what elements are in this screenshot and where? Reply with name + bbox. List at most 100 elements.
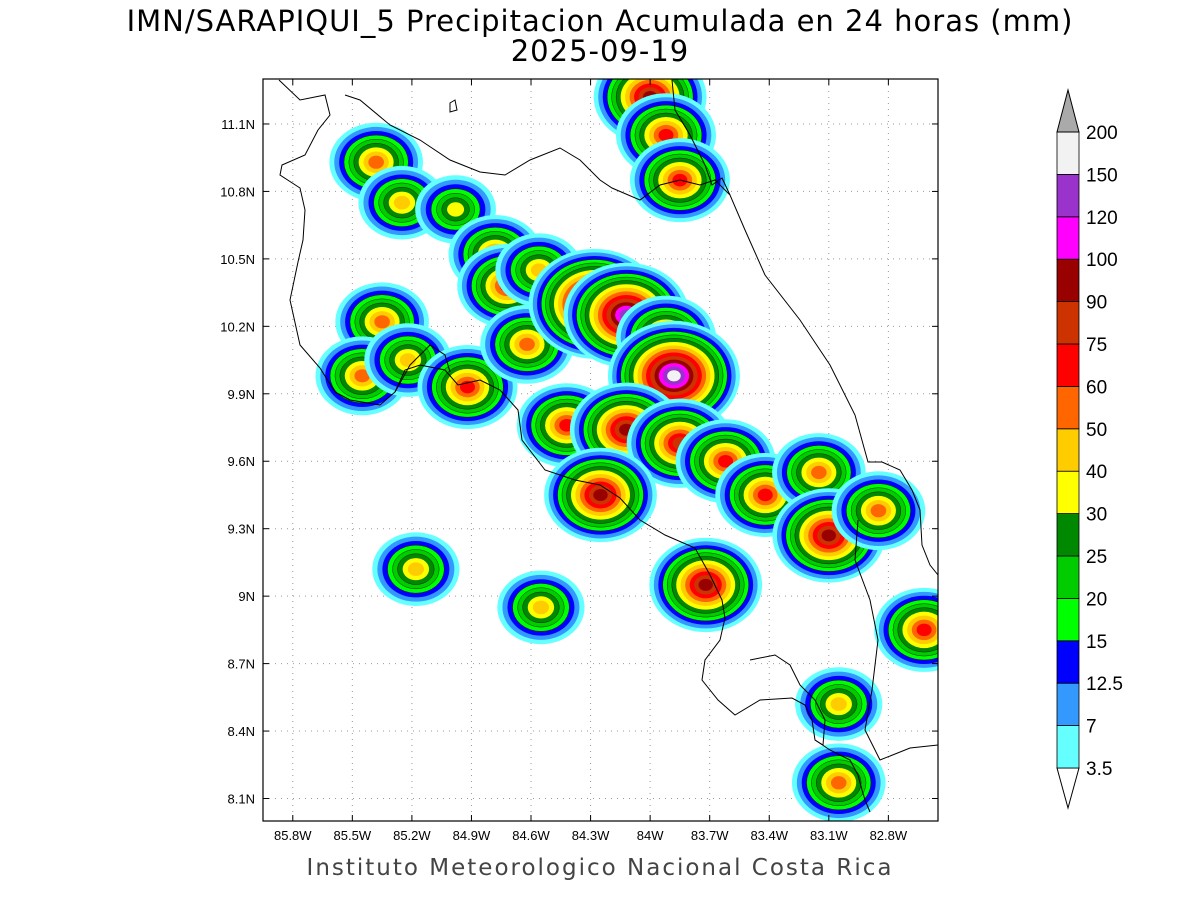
legend-swatch xyxy=(1056,343,1080,387)
precip-contour xyxy=(407,562,424,576)
legend-label: 12.5 xyxy=(1086,674,1123,695)
legend-label: 100 xyxy=(1086,250,1118,271)
legend-label: 20 xyxy=(1086,589,1107,610)
x-tick-label: 85.8W xyxy=(274,828,312,843)
legend-arrow-high xyxy=(1056,88,1080,133)
precip-cell xyxy=(480,304,574,384)
precip-contour xyxy=(916,623,932,637)
precip-cell xyxy=(874,587,938,672)
precipitation-field xyxy=(315,79,938,821)
precip-cell xyxy=(372,532,460,606)
legend-label: 15 xyxy=(1086,632,1107,653)
legend-label: 150 xyxy=(1086,165,1118,186)
precip-cell xyxy=(544,447,657,543)
legend-swatch xyxy=(1056,682,1080,727)
y-tick-label: 8.1N xyxy=(228,792,255,807)
precip-contour xyxy=(830,697,847,711)
precip-cell xyxy=(791,743,886,821)
legend-label: 50 xyxy=(1086,420,1107,441)
map-title: IMN/SARAPIQUI_5 Precipitacion Acumulada … xyxy=(126,4,1074,38)
y-tick-label: 8.4N xyxy=(228,724,255,739)
legend-arrow-low xyxy=(1056,767,1080,810)
legend-swatch xyxy=(1056,598,1080,642)
x-tick-label: 84.9W xyxy=(453,828,491,843)
legend-swatch xyxy=(1056,258,1080,303)
precip-contour xyxy=(757,488,773,502)
precip-contour xyxy=(667,370,681,382)
map-frame xyxy=(262,78,939,822)
legend-swatch xyxy=(1056,428,1080,472)
footer-credit: Instituto Meteorologico Nacional Costa R… xyxy=(306,855,894,881)
coastline xyxy=(278,79,871,813)
legend-swatch xyxy=(1056,640,1080,684)
x-tick-label: 85.2W xyxy=(393,828,431,843)
lake-islet xyxy=(449,99,458,113)
y-tick-label: 8.7N xyxy=(228,657,255,672)
x-tick-label: 85.5W xyxy=(334,828,372,843)
map-date: 2025-09-19 xyxy=(510,34,690,68)
precip-contour xyxy=(821,529,837,542)
precip-contour xyxy=(658,128,674,142)
legend-swatch xyxy=(1056,555,1080,599)
precip-cell xyxy=(649,537,763,633)
coastline-borders xyxy=(278,79,938,813)
legend-label: 40 xyxy=(1086,462,1107,483)
legend-swatch xyxy=(1056,216,1080,260)
precip-cell xyxy=(795,667,883,741)
legend-swatch xyxy=(1056,131,1080,175)
legend-swatch xyxy=(1056,385,1080,430)
precip-contour xyxy=(519,337,535,351)
legend-label: 25 xyxy=(1086,547,1107,568)
precip-contour xyxy=(811,465,827,480)
legend-label: 200 xyxy=(1086,123,1118,144)
legend-label: 30 xyxy=(1086,505,1107,526)
peninsula-osa xyxy=(749,654,826,746)
y-tick-label: 11.1N xyxy=(221,117,255,132)
precip-contour xyxy=(718,454,734,468)
y-tick-label: 9N xyxy=(238,589,255,604)
precip-contour xyxy=(698,578,713,591)
legend-swatch xyxy=(1056,513,1080,557)
y-tick-label: 10.8N xyxy=(220,184,255,199)
nicoya-gulf xyxy=(394,344,451,393)
precip-contour xyxy=(830,776,847,790)
legend-swatch xyxy=(1056,301,1080,345)
legend-label: 120 xyxy=(1086,208,1118,229)
legend-label: 60 xyxy=(1086,377,1107,398)
legend-label: 7 xyxy=(1086,717,1097,738)
precip-contour xyxy=(532,600,550,615)
x-tick-label: 84.6W xyxy=(512,828,550,843)
x-tick-label: 83.4W xyxy=(750,828,788,843)
x-tick-label: 84.3W xyxy=(572,828,610,843)
legend-label: 75 xyxy=(1086,335,1107,356)
x-tick-label: 82.8W xyxy=(870,828,908,843)
y-tick-label: 9.6N xyxy=(228,454,255,469)
nicaragua-border xyxy=(671,79,731,196)
y-tick-label: 10.5N xyxy=(220,252,255,267)
precip-contour xyxy=(870,504,887,518)
y-tick-label: 9.9N xyxy=(228,387,255,402)
coastline-caribbean xyxy=(344,94,938,576)
x-tick-label: 84W xyxy=(637,828,664,843)
precip-contour xyxy=(374,315,390,329)
longitude-ticks: 85.8W 85.5W 85.2W 84.9W 84.6W 84.3W 84W 83.7W 83… xyxy=(274,79,908,843)
precip-contour xyxy=(447,202,465,217)
x-tick-label: 83.1W xyxy=(810,828,848,843)
precip-contour xyxy=(368,155,384,169)
precip-contour xyxy=(354,369,371,383)
legend-swatch xyxy=(1056,173,1080,218)
legend-label: 90 xyxy=(1086,293,1107,314)
precip-contour xyxy=(593,488,608,501)
precip-contour xyxy=(393,195,411,210)
y-tick-label: 9.3N xyxy=(228,522,255,537)
precip-cell xyxy=(497,570,585,645)
legend-label: 3.5 xyxy=(1086,759,1112,780)
latitude-ticks: 11.1N 10.8N 10.5N 10.2N 9.9N 9.6N 9.3N 9N 8.7N 8.… xyxy=(220,117,938,807)
y-tick-label: 10.2N xyxy=(220,319,255,334)
legend-swatch xyxy=(1056,725,1080,769)
x-tick-label: 83.7W xyxy=(691,828,729,843)
panama-border xyxy=(854,519,938,761)
legend-swatch xyxy=(1056,470,1080,515)
